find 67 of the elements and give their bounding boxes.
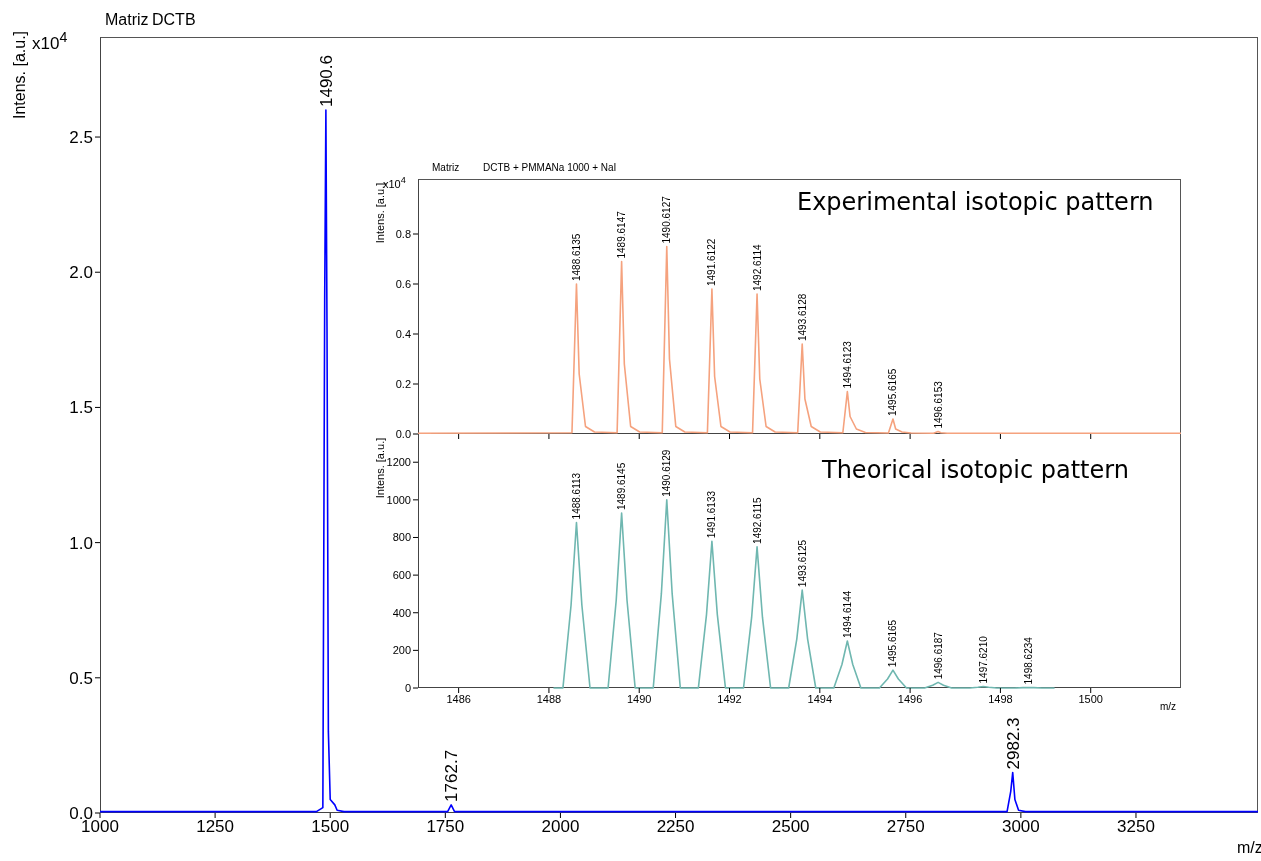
x-tick-label: 1496 (897, 692, 923, 705)
y-tick-label: 0.5 (69, 668, 93, 688)
x-axis-title: m/z (1160, 701, 1177, 712)
chart-subtitle: DCTB (152, 11, 196, 28)
annotation: 1491.6133 (706, 490, 718, 539)
x-tick-label: 1750 (426, 817, 465, 837)
annotation: 1490.6127 (661, 195, 673, 244)
annotation: 1762.7 (442, 749, 462, 802)
annotation: 1489.6147 (616, 210, 628, 259)
x-tick-label: 2750 (886, 817, 925, 837)
x-tick-label: 2250 (656, 817, 695, 837)
annotation: 1493.6128 (796, 293, 808, 341)
x-tick-label: 3250 (1117, 817, 1155, 837)
annotation: 1495.6165 (887, 368, 899, 416)
y-tick-label: 800 (392, 531, 411, 544)
annotation: 1492.6115 (751, 496, 763, 544)
text: x10$^{4}$ (32, 29, 68, 53)
annotation: 1490.6129 (661, 449, 673, 497)
annotation: 1488.6135 (570, 233, 582, 281)
annotation: 1494.6144 (841, 590, 853, 638)
x-tick-label: 1500 (311, 817, 350, 837)
y-tick-label: 0.2 (395, 377, 411, 390)
y-tick-label: 600 (392, 569, 411, 582)
chart-title: Matriz (432, 162, 460, 173)
x-tick-label: 2500 (771, 817, 810, 837)
y-tick-label: 0 (404, 681, 411, 694)
annotation: 1494.6123 (841, 340, 853, 389)
y-tick-label: 1200 (386, 456, 411, 469)
annotation: Theorical isotopic pattern (822, 456, 1129, 484)
y-tick-label: 0.6 (395, 277, 411, 290)
y-tick-label: 1000 (386, 493, 411, 506)
y-tick-label: 1.5 (69, 398, 93, 418)
y-tick-label: 2.5 (69, 128, 93, 148)
x-tick-label: 1250 (196, 817, 235, 837)
annotation: 1498.6234 (1022, 636, 1034, 685)
annotation: Experimental isotopic pattern (797, 188, 1154, 216)
annotation: 1488.6113 (570, 472, 582, 520)
annotation: 1492.6114 (751, 244, 763, 291)
x-tick-label: 1494 (807, 692, 833, 705)
x-tick-label: 1488 (536, 692, 562, 705)
y-tick-label: 0.4 (395, 327, 411, 340)
annotation: 1495.6165 (887, 619, 899, 668)
annotation: 1496.6187 (932, 631, 944, 680)
y-tick-label: 200 (392, 644, 411, 657)
x-tick-label: 1498 (988, 692, 1013, 705)
annotation: 1489.6145 (616, 462, 628, 511)
annotation: 2982.3 (1003, 717, 1023, 770)
y-axis-title: Intens. [a.u.] (373, 437, 386, 499)
chart-subtitle: DCTB + PMMANa 1000 + NaI (483, 162, 617, 173)
y-tick-label: 1.0 (69, 533, 93, 553)
annotation: 1496.6153 (932, 380, 944, 429)
annotation: 1490.6 (316, 55, 336, 107)
x-tick-label: 2000 (541, 817, 580, 837)
chart-title: Matriz (105, 11, 149, 28)
y-tick-label: 2.0 (69, 263, 93, 283)
annotation: 1491.6122 (706, 238, 718, 286)
y-axis-title: Intens. [a.u.] (11, 30, 28, 120)
x-tick-label: 1486 (446, 692, 471, 705)
annotation: 1493.6125 (796, 539, 808, 588)
x-tick-label: 1492 (717, 692, 742, 705)
y-tick-label: 400 (392, 606, 411, 619)
x-tick-label: 1490 (626, 692, 652, 705)
x-tick-label: 1500 (1078, 692, 1103, 705)
y-tick-label: 0.8 (395, 227, 411, 240)
x-tick-label: 3000 (1001, 817, 1040, 837)
y-tick-label: 0.0 (395, 427, 411, 440)
annotation: 1497.6210 (977, 635, 989, 684)
